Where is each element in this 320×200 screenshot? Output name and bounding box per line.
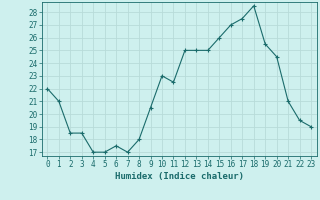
X-axis label: Humidex (Indice chaleur): Humidex (Indice chaleur) <box>115 172 244 181</box>
